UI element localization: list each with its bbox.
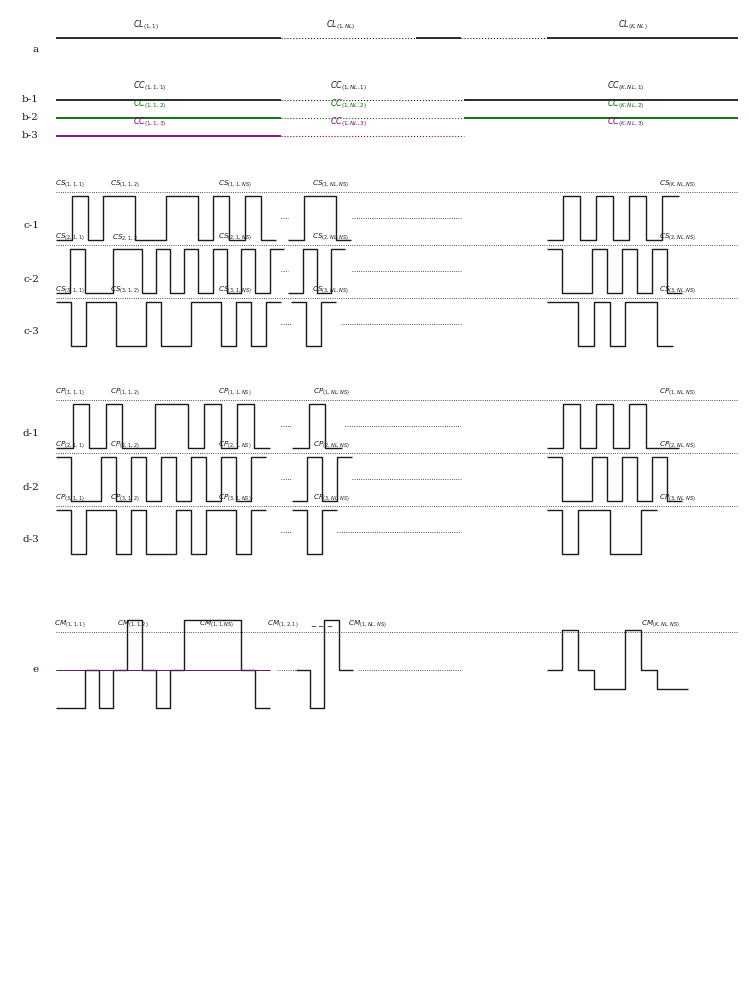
Text: $CS_{(2,NL,NS)}$: $CS_{(2,NL,NS)}$ (659, 231, 697, 242)
Text: $CP_{(2,1,1)}$: $CP_{(2,1,1)}$ (55, 439, 85, 450)
Text: a: a (33, 45, 39, 54)
Text: $CS_{(K,NL,NS)}$: $CS_{(K,NL,NS)}$ (659, 178, 697, 189)
Text: $CS_{(1,NL,NS)}$: $CS_{(1,NL,NS)}$ (312, 178, 350, 189)
Text: $CC_{(1,1,3)}$: $CC_{(1,1,3)}$ (133, 115, 166, 129)
Text: $CP_{(2,1,2)}$: $CP_{(2,1,2)}$ (110, 439, 140, 450)
Text: $CP_{(1,NL,NS)}$: $CP_{(1,NL,NS)}$ (659, 386, 697, 397)
Text: $CP_{(3,1,NS)}$: $CP_{(3,1,NS)}$ (218, 492, 251, 503)
Text: $CC_{(1,NL,1)}$: $CC_{(1,NL,1)}$ (330, 79, 367, 93)
Text: $CP_{(2,1,NS)}$: $CP_{(2,1,NS)}$ (218, 439, 251, 450)
Text: $CL_{(K,NL)}$: $CL_{(K,NL)}$ (618, 18, 648, 32)
Text: $CC_{(1,NL,3)}$: $CC_{(1,NL,3)}$ (330, 115, 367, 129)
Text: $CC_{(1,1,1)}$: $CC_{(1,1,1)}$ (133, 79, 166, 93)
Text: $CP_{(2,NL,NS)}$: $CP_{(2,NL,NS)}$ (659, 439, 697, 450)
Text: $---$: $---$ (310, 621, 334, 629)
Text: b-2: b-2 (22, 113, 39, 122)
Text: $CC_{(K,NL,3)}$: $CC_{(K,NL,3)}$ (607, 115, 644, 129)
Text: $CP_{(3,1,2)}$: $CP_{(3,1,2)}$ (110, 492, 140, 503)
Text: $CC_{(1,1,2)}$: $CC_{(1,1,2)}$ (133, 97, 166, 111)
Text: e: e (33, 666, 39, 674)
Text: $CC_{(K,NL,1)}$: $CC_{(K,NL,1)}$ (607, 79, 644, 93)
Text: $CS_{(2,1,1)}$: $CS_{(2,1,1)}$ (55, 231, 85, 242)
Text: $CS_{2,1,2}$: $CS_{2,1,2}$ (112, 232, 138, 242)
Text: $CS_{(1,1,2)}$: $CS_{(1,1,2)}$ (110, 178, 140, 189)
Text: c-2: c-2 (23, 274, 39, 284)
Text: $CS_{(3,1,NS)}$: $CS_{(3,1,NS)}$ (217, 284, 252, 295)
Text: c-1: c-1 (23, 222, 39, 231)
Text: $CP_{(1,1,1)}$: $CP_{(1,1,1)}$ (55, 386, 85, 397)
Text: $CM_{(1,2,1)}$: $CM_{(1,2,1)}$ (267, 618, 299, 629)
Text: $CP_{(1,1,2)}$: $CP_{(1,1,2)}$ (110, 386, 140, 397)
Text: $CP_{(3,1,1)}$: $CP_{(3,1,1)}$ (55, 492, 85, 503)
Text: d-3: d-3 (22, 536, 39, 544)
Text: $CS_{(3,NL,NS)}$: $CS_{(3,NL,NS)}$ (659, 284, 697, 295)
Text: $CP_{(1,1,NS)}$: $CP_{(1,1,NS)}$ (218, 386, 251, 397)
Text: $CS_{(2,1,NS)}$: $CS_{(2,1,NS)}$ (217, 231, 252, 242)
Text: $CS_{(1,1,1)}$: $CS_{(1,1,1)}$ (55, 178, 85, 189)
Text: $CM_{(1,NL,NS)}$: $CM_{(1,NL,NS)}$ (348, 618, 386, 629)
Text: $CC_{(K,NL,2)}$: $CC_{(K,NL,2)}$ (607, 97, 644, 111)
Text: b-3: b-3 (22, 131, 39, 140)
Text: $CS_{(3,1,1)}$: $CS_{(3,1,1)}$ (55, 284, 85, 295)
Text: $CP_{(3,NL,NS)}$: $CP_{(3,NL,NS)}$ (312, 492, 350, 503)
Text: b-1: b-1 (22, 96, 39, 104)
Text: $CP_{(1,NL,NS)}$: $CP_{(1,NL,NS)}$ (312, 386, 350, 397)
Text: $CC_{(1,NL,2)}$: $CC_{(1,NL,2)}$ (330, 97, 367, 111)
Text: $CP_{(2,NL,NS)}$: $CP_{(2,NL,NS)}$ (312, 439, 350, 450)
Text: $CM_{(K,NL,NS)}$: $CM_{(K,NL,NS)}$ (641, 618, 680, 629)
Text: $CP_{(3,NL,NS)}$: $CP_{(3,NL,NS)}$ (659, 492, 697, 503)
Text: $CS_{(1,1,NS)}$: $CS_{(1,1,NS)}$ (217, 178, 252, 189)
Text: d-2: d-2 (22, 483, 39, 491)
Text: $CS_{(3,1,2)}$: $CS_{(3,1,2)}$ (110, 284, 140, 295)
Text: $CS_{(2,NL,NS)}$: $CS_{(2,NL,NS)}$ (312, 231, 350, 242)
Text: $CL_{(1,NL)}$: $CL_{(1,NL)}$ (326, 18, 356, 32)
Text: $CS_{(3,NL,NS)}$: $CS_{(3,NL,NS)}$ (312, 284, 350, 295)
Text: $CM_{(1,1,1)}$: $CM_{(1,1,1)}$ (54, 618, 85, 629)
Text: $CM_{(1,1,2)}$: $CM_{(1,1,2)}$ (118, 618, 149, 629)
Text: c-3: c-3 (23, 328, 39, 336)
Text: $CL_{(1,1)}$: $CL_{(1,1)}$ (133, 18, 159, 32)
Text: $CM_{(1,1,NS)}$: $CM_{(1,1,NS)}$ (199, 618, 235, 629)
Text: d-1: d-1 (22, 430, 39, 438)
